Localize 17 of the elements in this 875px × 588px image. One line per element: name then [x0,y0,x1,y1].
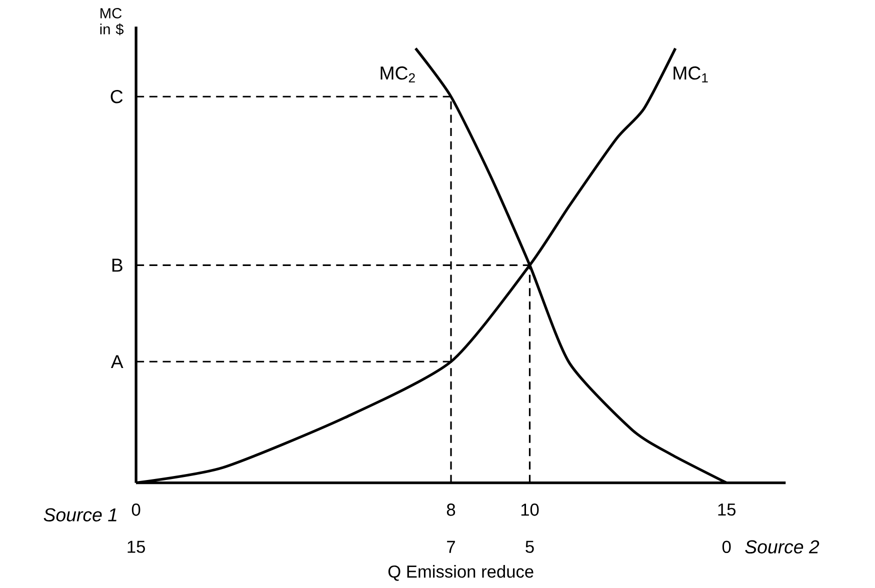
source-note: Source 2 [745,540,820,554]
x-axis-title: Q Emission reduce [388,564,534,581]
y-axis-title: MC in $ [100,8,124,36]
source-note: Source 1 [44,508,116,522]
ref-line-label: C [110,90,123,104]
x2-tick-label: 0 [722,540,731,553]
ref-line-label: B [112,258,122,272]
x-tick-label: 10 [521,503,539,516]
x2-tick-label: 7 [447,540,455,553]
x-tick-label: 0 [132,503,140,516]
x-tick-label: 8 [446,503,456,516]
x-tick-label: 15 [718,503,736,516]
series-label: MC$_{1}$ [674,66,708,82]
series-label: MC$_{2}$ [380,66,415,82]
ref-line-label: A [110,355,124,368]
x2-tick-label: 15 [128,540,145,553]
x2-tick-label: 5 [526,540,534,553]
